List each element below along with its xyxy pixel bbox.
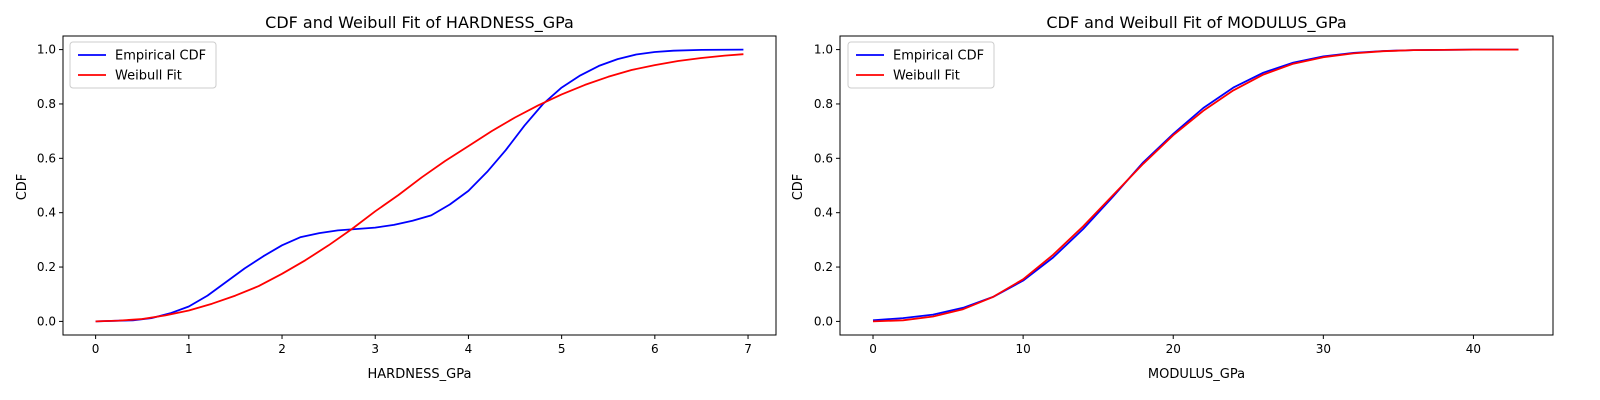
- legend-label-empirical: Empirical CDF: [893, 49, 984, 64]
- legend-box: [847, 41, 995, 89]
- y-axis-label: CDF: [791, 174, 806, 201]
- x-tick-label: 2: [278, 342, 286, 356]
- y-tick-label: 0.0: [37, 314, 56, 328]
- x-axis-label: MODULUS_GPa: [1148, 367, 1245, 382]
- subplot-modulus: CDF and Weibull Fit of MODULUS_GPa MODUL…: [791, 13, 1554, 382]
- y-axis-label: CDF: [15, 174, 30, 201]
- legend-box: [69, 41, 217, 89]
- x-tick-label: 1: [185, 342, 193, 356]
- legend-label-weibull: Weibull Fit: [115, 69, 182, 84]
- legend-label-empirical: Empirical CDF: [115, 49, 206, 64]
- series-lines: [95, 48, 744, 323]
- y-tick-label: 1.0: [814, 43, 833, 57]
- y-tick-label: 1.0: [37, 43, 56, 57]
- chart-title: CDF and Weibull Fit of HARDNESS_GPa: [265, 13, 574, 33]
- weibull-fit-line: [872, 48, 1519, 323]
- x-axis-label: HARDNESS_GPa: [368, 367, 472, 382]
- subplot-hardness: CDF and Weibull Fit of HARDNESS_GPa HARD…: [15, 13, 777, 382]
- x-tick-label: 6: [651, 342, 659, 356]
- x-tick-label: 20: [1166, 342, 1181, 356]
- series-lines: [872, 48, 1519, 323]
- x-tick-label: 40: [1466, 342, 1481, 356]
- legend-label-weibull: Weibull Fit: [893, 69, 960, 84]
- x-tick-label: 7: [744, 342, 752, 356]
- legend: Empirical CDF Weibull Fit: [69, 41, 217, 89]
- x-tick-label: 4: [465, 342, 473, 356]
- x-tick-label: 5: [558, 342, 566, 356]
- axis-ticks: 0 1 2 3 4 5 6 7 0.0 0.2 0.4 0.6 0.8 1.0: [37, 43, 752, 356]
- empirical-cdf-line: [95, 48, 744, 323]
- plot-frame: [62, 35, 777, 336]
- y-tick-label: 0.4: [37, 206, 56, 220]
- x-tick-label: 30: [1316, 342, 1331, 356]
- y-tick-label: 0.0: [814, 314, 833, 328]
- empirical-cdf-line: [872, 48, 1519, 322]
- axis-ticks: 0 10 20 30 40 0.0 0.2 0.4 0.6 0.8 1.0: [814, 43, 1481, 356]
- x-tick-label: 0: [869, 342, 877, 356]
- y-tick-label: 0.2: [814, 260, 833, 274]
- y-tick-label: 0.6: [37, 151, 56, 165]
- y-tick-label: 0.4: [814, 206, 833, 220]
- y-tick-label: 0.8: [37, 97, 56, 111]
- x-tick-label: 3: [371, 342, 379, 356]
- x-tick-label: 10: [1015, 342, 1030, 356]
- y-tick-label: 0.6: [814, 151, 833, 165]
- legend: Empirical CDF Weibull Fit: [847, 41, 995, 89]
- y-tick-label: 0.2: [37, 260, 56, 274]
- y-tick-label: 0.8: [814, 97, 833, 111]
- chart-title: CDF and Weibull Fit of MODULUS_GPa: [1046, 13, 1346, 33]
- weibull-fit-line: [95, 53, 744, 323]
- x-tick-label: 0: [92, 342, 100, 356]
- plot-frame: [839, 35, 1554, 336]
